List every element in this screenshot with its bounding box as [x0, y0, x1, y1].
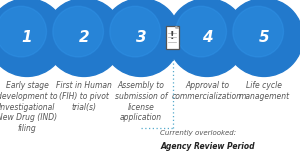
- Text: Life cycle
management: Life cycle management: [238, 81, 290, 101]
- Text: 5: 5: [259, 30, 269, 45]
- Text: 4: 4: [202, 30, 212, 45]
- Ellipse shape: [225, 0, 300, 76]
- Text: First in Human
(FIH) to pivot
trial(s): First in Human (FIH) to pivot trial(s): [56, 81, 112, 112]
- Ellipse shape: [0, 6, 46, 57]
- Text: Approval to
commercialization: Approval to commercialization: [172, 81, 242, 101]
- Ellipse shape: [168, 0, 246, 76]
- Ellipse shape: [176, 6, 226, 57]
- Ellipse shape: [45, 0, 123, 76]
- Ellipse shape: [110, 6, 160, 57]
- Ellipse shape: [233, 6, 284, 57]
- Text: 3: 3: [136, 30, 146, 45]
- Text: 2: 2: [79, 30, 89, 45]
- Text: !: !: [169, 31, 174, 41]
- Polygon shape: [176, 27, 179, 28]
- Text: Agency Review Period: Agency Review Period: [160, 142, 255, 151]
- Text: Early stage
development to
Investigational
New Drug (IND)
filing: Early stage development to Investigation…: [0, 81, 57, 133]
- Text: 1: 1: [22, 30, 32, 45]
- Ellipse shape: [0, 0, 66, 76]
- FancyBboxPatch shape: [166, 26, 179, 49]
- Ellipse shape: [53, 6, 104, 57]
- Text: Assembly to
submission of
license
application: Assembly to submission of license applic…: [115, 81, 167, 122]
- Text: Currently overlooked:: Currently overlooked:: [160, 129, 237, 136]
- Ellipse shape: [102, 0, 180, 76]
